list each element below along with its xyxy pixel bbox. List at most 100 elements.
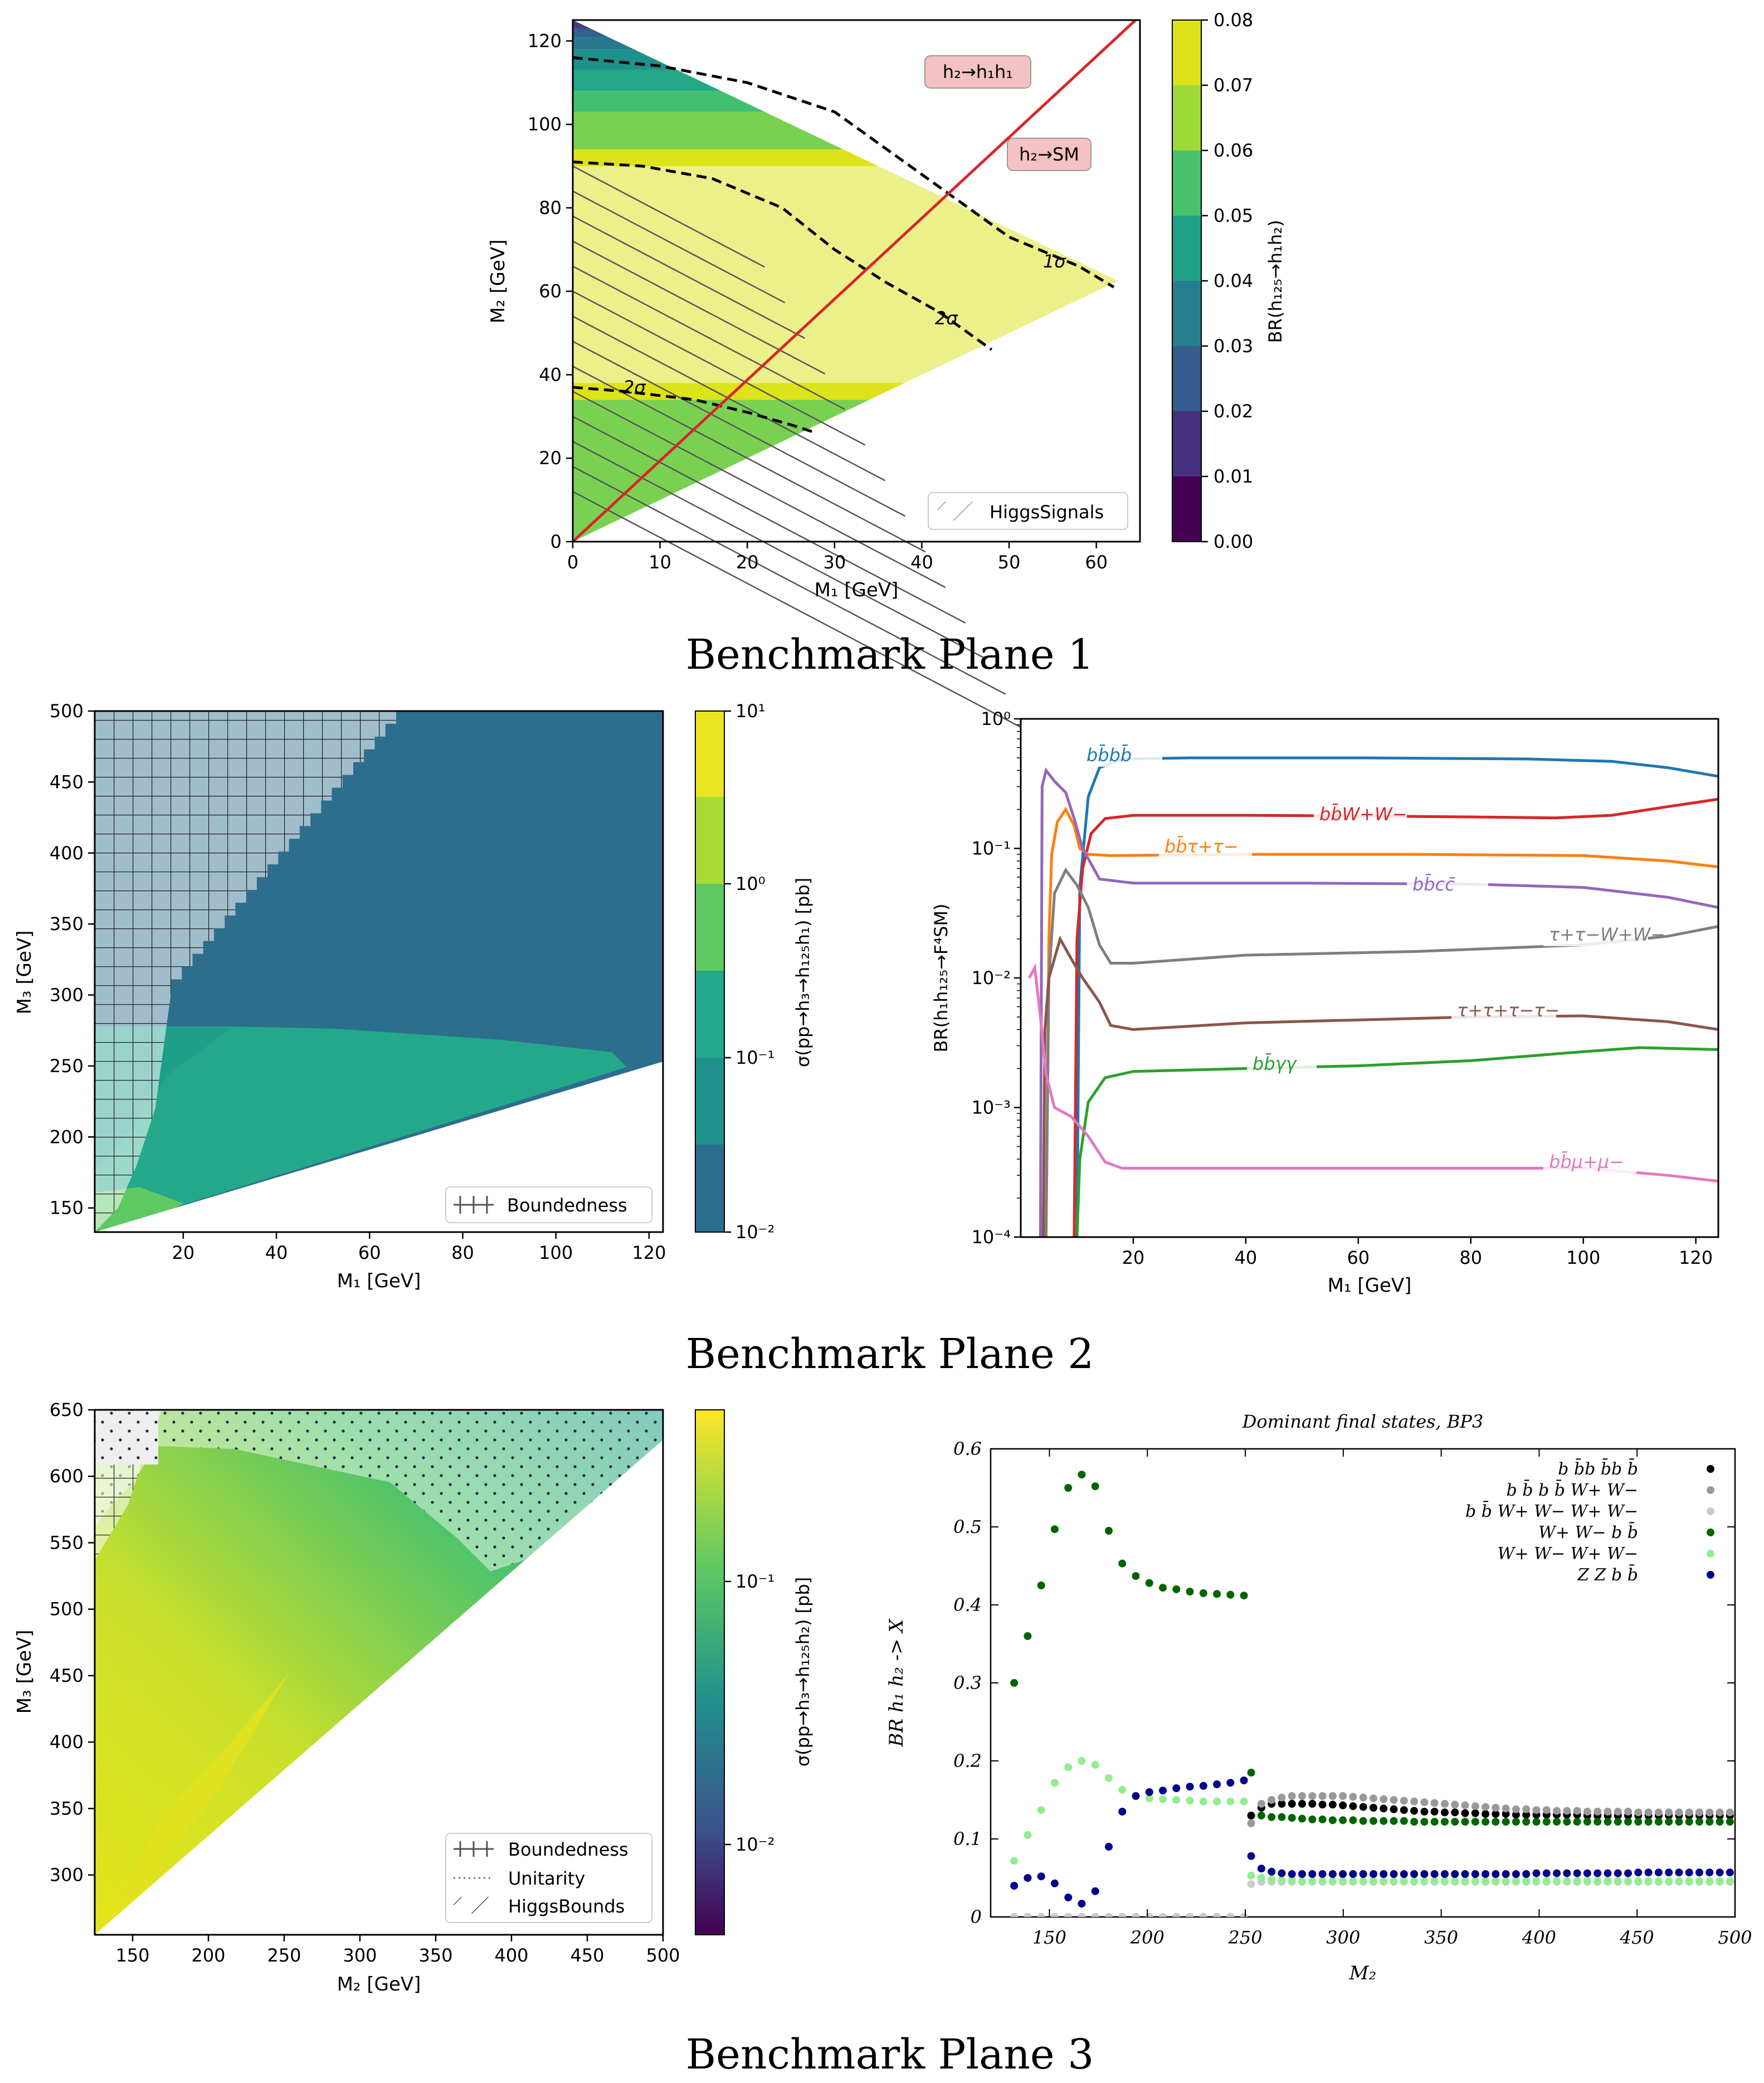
bp3b-point [1492, 1804, 1500, 1812]
bp3b-point [1532, 1877, 1541, 1885]
bp2a-legend-boundedness: Boundedness [507, 1195, 627, 1216]
bp3a-ytick-label: 350 [50, 1798, 84, 1819]
bp3b-point [1359, 1803, 1367, 1811]
bp3b-ytick-label: 0 [971, 1906, 982, 1928]
bp3b-point [1492, 1818, 1500, 1826]
bp3b-point [1573, 1877, 1581, 1885]
bp3b-point [1105, 1527, 1113, 1535]
bp3b-point [1213, 1913, 1221, 1917]
bp3b-point [1502, 1804, 1510, 1813]
bp3b-point [1268, 1813, 1276, 1821]
bp3a-legend: Boundedness Unitarity HiggsBounds [445, 1833, 652, 1923]
bp3b-point [1226, 1779, 1235, 1787]
bp3b-point [1532, 1818, 1541, 1826]
bp3b-ytick-label: 0.2 [953, 1750, 982, 1771]
bp3b-point [1705, 1868, 1714, 1877]
bp3b-point [1573, 1869, 1581, 1877]
bp3b-point [1278, 1813, 1286, 1821]
bp3b-point [1369, 1877, 1377, 1885]
bp2a-axes: 20 40 60 80 100 120 150 200 250 300 350 400 450 500 [50, 700, 666, 1263]
bp3b-point [1461, 1801, 1469, 1809]
bp3b-point [1380, 1877, 1388, 1885]
bp3b-point [1644, 1877, 1653, 1885]
bp3b-point [1213, 1780, 1221, 1788]
bp3b-point [1461, 1809, 1469, 1817]
bp1-legend: HiggsSignals [928, 492, 1128, 530]
bp3b-legend-marker [1707, 1486, 1714, 1494]
bp3b-point [1451, 1870, 1459, 1878]
bp1-xtick-label: 40 [910, 552, 933, 573]
bp2b-y-axis-label: BR(h₁h₁₂₅→F⁴SM) [930, 904, 952, 1053]
bp3b-point [1369, 1870, 1377, 1878]
bp3b-point [1695, 1818, 1704, 1826]
bp3b-point [1328, 1877, 1337, 1885]
bp2a-colorbar-tick: 10⁻² [735, 1221, 774, 1243]
bp3b-point [1359, 1877, 1367, 1885]
bp3b-point [1050, 1879, 1059, 1887]
bp3a-legend-unitarity: Unitarity [508, 1868, 585, 1889]
bp3b-point [1024, 1913, 1032, 1917]
bp3b-point [1410, 1877, 1419, 1885]
bp3b-point [1199, 1782, 1207, 1790]
bp3b-point [1502, 1870, 1510, 1878]
bp1-hatch-line [572, 290, 866, 446]
bp3b-y-axis-label: BR h₁ h₂ -> X [885, 1618, 908, 1748]
bp3b-point [1010, 1913, 1019, 1917]
bp3b-point [1451, 1818, 1459, 1826]
bp3a-xtick-label: 350 [418, 1945, 452, 1966]
bp2b-series-label: bb̄cc̄ [1412, 873, 1455, 895]
bp3b-point [1145, 1788, 1153, 1796]
bp3b-point [1064, 1484, 1073, 1492]
bp3b-point [1380, 1804, 1388, 1813]
bp3b-point [1624, 1877, 1633, 1885]
bp3b-point [1594, 1818, 1602, 1826]
bp3b-point [1064, 1894, 1073, 1901]
bp3b-point [1522, 1811, 1531, 1819]
bp1-band [573, 20, 591, 28]
bp3b-point [1390, 1817, 1398, 1825]
bp1-band [573, 36, 634, 50]
bp2a-colorbar-label: σ(pp→h₃→h₁₂₅h₁) [pb] [792, 878, 813, 1067]
bp3b-point [1064, 1913, 1073, 1917]
bp2b-x-axis-label: M₁ [GeV] [1328, 1274, 1412, 1297]
bp2b-line [1039, 767, 1718, 1237]
bp3b-point [1105, 1913, 1113, 1917]
bp2b-line [1075, 756, 1718, 1237]
bp3b-point [1563, 1807, 1571, 1815]
bp3b-point [1078, 1913, 1086, 1917]
bp1-ytick-label: 100 [528, 114, 562, 135]
bp3b-point [1037, 1872, 1045, 1881]
bp3b-point [1532, 1806, 1541, 1814]
bp3b-point [1695, 1877, 1704, 1885]
bp3b-point [1461, 1870, 1469, 1878]
bp3b-point [1644, 1868, 1653, 1877]
bp3b-point [1614, 1808, 1622, 1816]
bp3b-point [1451, 1808, 1459, 1817]
bp2b-plot: bb̄bb̄ bb̄W+W− bb̄τ+τ− bb̄cc̄ τ+τ−W+W− τ+τ+τ−… [930, 708, 1719, 1297]
bp3b-point [1278, 1869, 1286, 1877]
bp3b-point [1010, 1857, 1019, 1865]
bp3b-point [1091, 1913, 1099, 1917]
bp3b-axes: 150 200 250 300 350 400 450 500 0 0.1 0.2 0.3 0.4 0.5… [953, 1438, 1752, 1948]
bp3b-point [1634, 1818, 1643, 1826]
bp3b-point [1440, 1877, 1449, 1885]
bp2b-xtick-label: 80 [1459, 1247, 1482, 1268]
bp3b-point [1213, 1590, 1221, 1598]
bp3b-ytick-label: 0.4 [953, 1594, 982, 1615]
bp3b-point [1542, 1869, 1551, 1877]
caption-bp3: Benchmark Plane 3 [686, 2031, 1094, 2079]
bp3a-excluded [95, 1440, 663, 1935]
bp3b-point [1502, 1818, 1510, 1826]
bp2a-y-axis-label: M₃ [GeV] [13, 931, 36, 1015]
bp3b-point [1213, 1797, 1221, 1805]
bp3b-point [1257, 1874, 1265, 1882]
bp3b-point [1482, 1870, 1490, 1878]
bp3b-xtick-label: 450 [1620, 1927, 1654, 1948]
bp1-ytick-label: 0 [550, 531, 562, 552]
bp3b-point [1594, 1869, 1602, 1877]
bp3a-colorbar: 10⁻¹ 10⁻² σ(pp→h₃→h₁₂₅h₂) [pb] [695, 1409, 813, 1935]
bp3b-point [1308, 1870, 1317, 1878]
bp3b-point [1471, 1870, 1479, 1878]
bp3b-point [1512, 1870, 1520, 1878]
bp3b-point [1461, 1818, 1469, 1826]
